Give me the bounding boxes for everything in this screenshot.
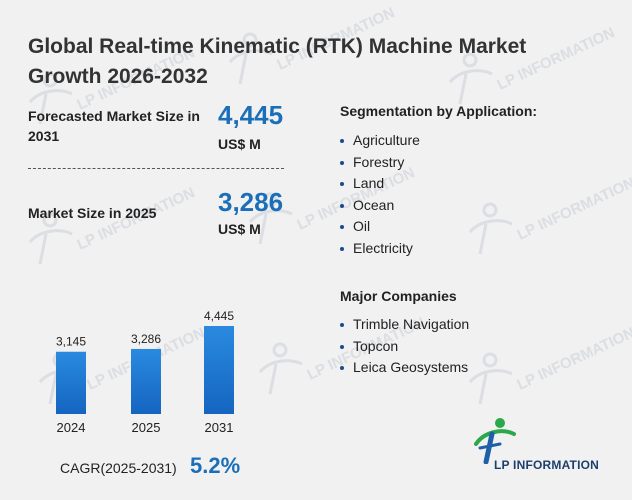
watermark-text: LP INFORMATION <box>515 324 632 393</box>
divider <box>28 168 284 169</box>
segmentation-item: Electricity <box>340 238 420 260</box>
bar-value-label: 3,286 <box>131 332 161 346</box>
bar-2024 <box>56 351 86 414</box>
segmentation-title: Segmentation by Application: <box>340 103 538 119</box>
segmentation-item: Agriculture <box>340 130 420 152</box>
current-unit: US$ M <box>218 221 261 237</box>
segmentation-item: Ocean <box>340 195 420 217</box>
forecast-unit: US$ M <box>218 136 261 152</box>
companies-title: Major Companies <box>340 288 457 304</box>
bar-value-label: 3,145 <box>56 335 86 349</box>
current-value: 3,286 <box>218 187 284 217</box>
forecast-label: Forecasted Market Size in 2031 <box>28 108 200 144</box>
current-label: Market Size in 2025 <box>28 205 157 221</box>
forecast-value: 4,445 <box>218 100 284 130</box>
watermark-text: LP INFORMATION <box>515 174 632 243</box>
bar-2031 <box>204 326 234 414</box>
lp-logo-icon <box>474 418 516 464</box>
x-tick-label: 2025 <box>132 420 161 435</box>
segmentation-item: Land <box>340 173 420 195</box>
cagr-value: 5.2% <box>190 453 241 478</box>
segmentation-item: Oil <box>340 216 420 238</box>
segmentation-list: Agriculture Forestry Land Ocean Oil Electrici… <box>340 130 420 260</box>
x-tick-label: 2024 <box>57 420 86 435</box>
company-item: Leica Geosystems <box>340 357 469 379</box>
bar-chart: 3,145 2024 3,286 2025 4,445 2031 <box>56 309 234 435</box>
bar-2025 <box>131 348 161 414</box>
company-item: Trimble Navigation <box>340 314 469 336</box>
page-title: Global Real-time Kinematic (RTK) Machine… <box>28 35 527 88</box>
cagr-label: CAGR(2025-2031) <box>60 460 177 476</box>
bar-value-label: 4,445 <box>204 309 234 323</box>
x-tick-label: 2031 <box>205 420 234 435</box>
segmentation-item: Forestry <box>340 152 420 174</box>
logo-text: LP INFORMATION <box>494 458 600 472</box>
company-item: Topcon <box>340 336 469 358</box>
companies-list: Trimble Navigation Topcon Leica Geosystems <box>340 314 469 379</box>
